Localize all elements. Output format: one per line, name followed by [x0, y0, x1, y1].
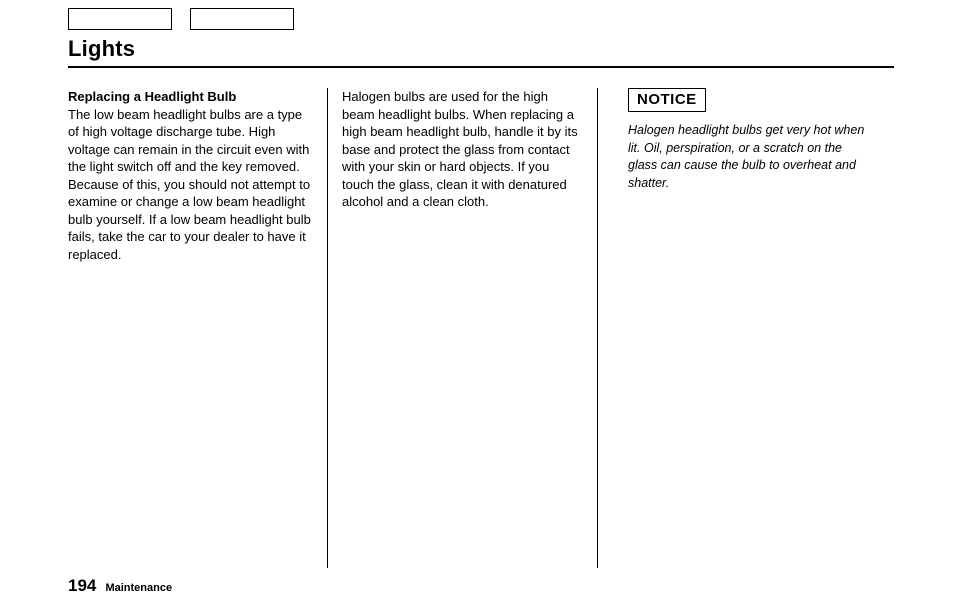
top-box-2[interactable] [190, 8, 294, 30]
title-rule [68, 66, 894, 68]
page-footer: 194 Maintenance [68, 576, 172, 596]
column-3: NOTICE Halogen headlight bulbs get very … [598, 88, 888, 568]
top-box-1[interactable] [68, 8, 172, 30]
column-2: Halogen bulbs are used for the high beam… [328, 88, 598, 568]
content-columns: Replacing a Headlight Bulb The low beam … [68, 88, 894, 568]
footer-section-label: Maintenance [105, 582, 172, 594]
top-link-boxes [68, 8, 894, 30]
section-title: Lights [68, 36, 894, 62]
col1-paragraph: Replacing a Headlight Bulb The low beam … [68, 88, 313, 263]
page-number: 194 [68, 576, 96, 595]
notice-body: Halogen headlight bulbs get very hot whe… [628, 122, 872, 192]
manual-page: Lights Replacing a Headlight Bulb The lo… [0, 0, 954, 614]
column-1: Replacing a Headlight Bulb The low beam … [68, 88, 328, 568]
col1-subheading: Replacing a Headlight Bulb [68, 89, 236, 104]
col2-body: Halogen bulbs are used for the high beam… [342, 88, 583, 211]
notice-label: NOTICE [628, 88, 706, 112]
col1-body: The low beam headlight bulbs are a type … [68, 107, 311, 262]
